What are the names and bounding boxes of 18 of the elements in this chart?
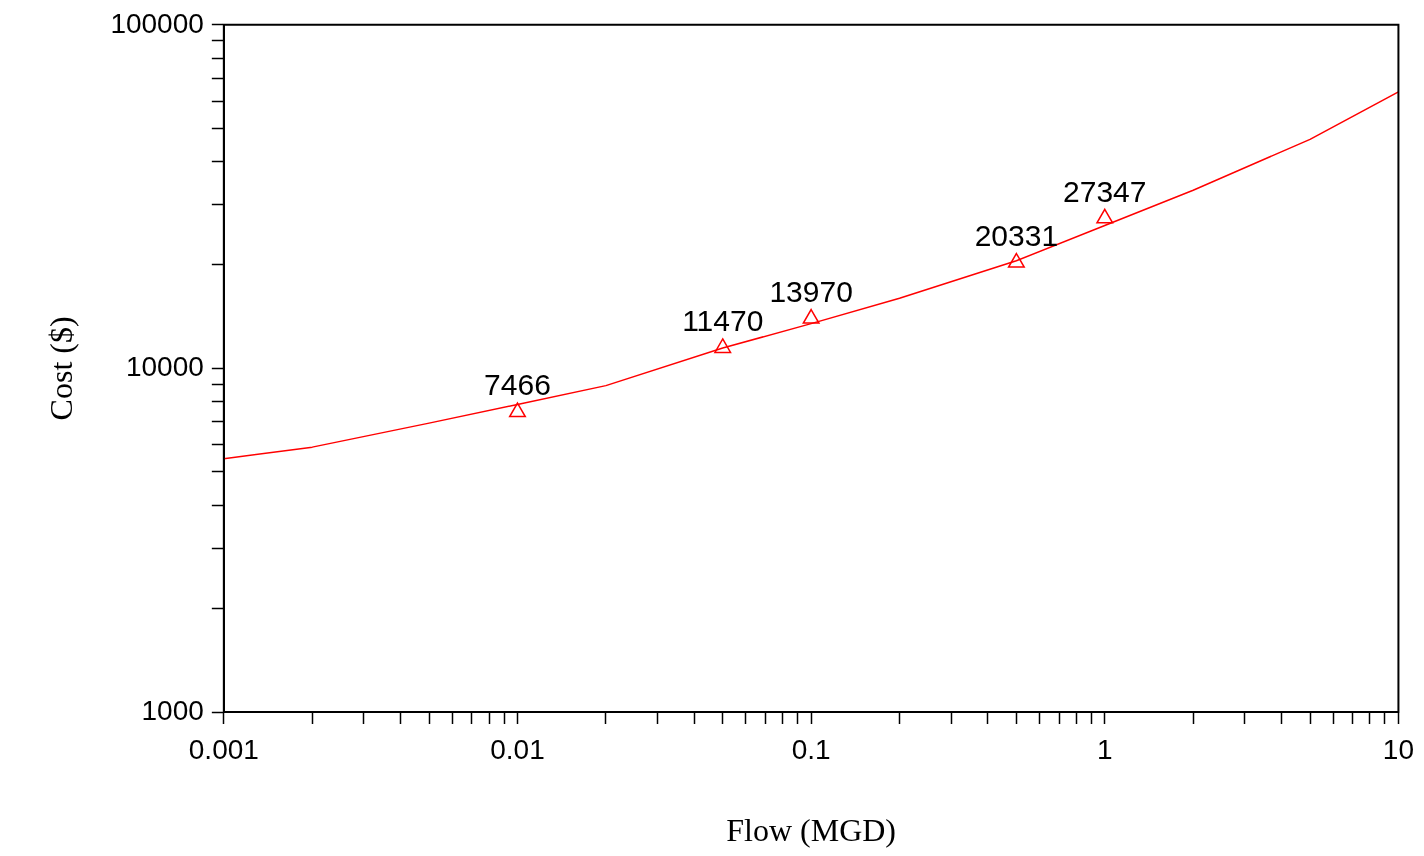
data-label: 7466 <box>484 368 551 402</box>
y-tick-label: 100000 <box>110 7 204 39</box>
x-tick-label: 1 <box>1096 733 1113 765</box>
x-tick-label: 10 <box>1382 733 1415 765</box>
data-label: 27347 <box>1063 174 1147 208</box>
point <box>508 402 527 418</box>
x-axis-title: Flow (MGD) <box>726 812 897 849</box>
x-tick-label: 0.001 <box>188 733 259 765</box>
data-label: 11470 <box>682 304 764 338</box>
x-tick-label: 0.1 <box>791 733 831 765</box>
point <box>1096 208 1114 224</box>
point <box>802 308 820 324</box>
y-tick-label: 10000 <box>125 351 204 383</box>
data-label: 20331 <box>974 218 1059 252</box>
data-label: 13970 <box>769 274 853 308</box>
y-tick-label: 1000 <box>141 694 204 726</box>
y-axis-title: Cost ($) <box>42 316 79 421</box>
x-tick-label: 0.01 <box>490 733 545 765</box>
